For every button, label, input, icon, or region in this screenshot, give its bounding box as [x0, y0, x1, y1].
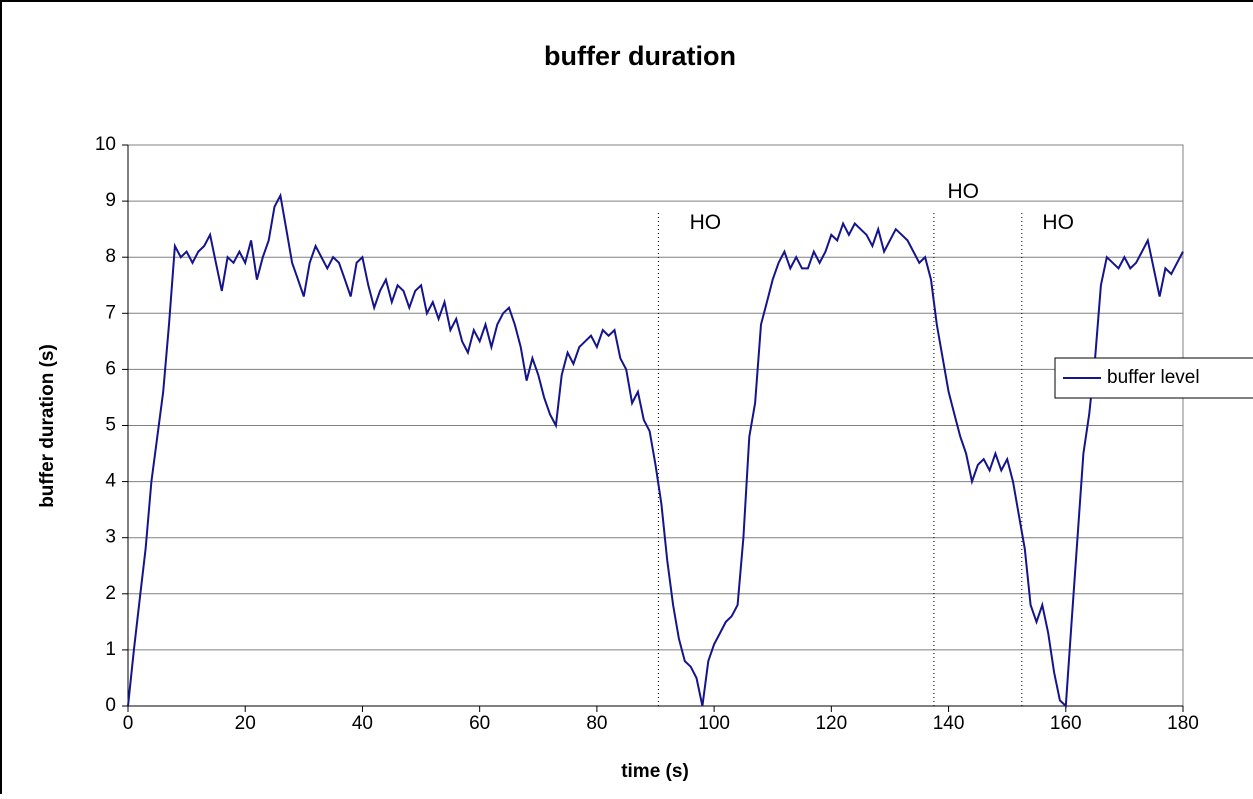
x-tick-label: 160: [1050, 713, 1082, 734]
y-tick-label: 6: [105, 358, 116, 379]
legend-label: buffer level: [1107, 367, 1200, 388]
data-line: [127, 192, 1184, 709]
y-axis-label: buffer duration (s): [37, 344, 58, 508]
y-tick-label: 10: [95, 134, 116, 155]
x-tick-label: 80: [586, 713, 607, 734]
x-tick-label: 120: [815, 713, 847, 734]
y-tick-label: 7: [105, 302, 116, 323]
annotation-label: HO: [690, 211, 722, 234]
y-tick-label: 1: [105, 639, 116, 660]
y-tick-label: 2: [105, 583, 116, 604]
x-tick-label: 0: [123, 713, 134, 734]
x-tick-label: 60: [469, 713, 490, 734]
x-tick-label: 140: [933, 713, 965, 734]
annotation-label: HO: [947, 180, 979, 203]
x-tick-label: 180: [1167, 713, 1199, 734]
annotation-label: HO: [1042, 211, 1074, 234]
y-tick-label: 4: [105, 471, 116, 492]
x-tick-label: 20: [235, 713, 256, 734]
x-axis-label: time (s): [621, 761, 689, 782]
x-tick-label: 100: [698, 713, 730, 734]
y-tick-label: 3: [105, 527, 116, 548]
y-tick-label: 8: [105, 246, 116, 267]
x-tick-label: 40: [352, 713, 373, 734]
y-tick-label: 5: [105, 415, 116, 436]
y-tick-label: 0: [105, 695, 116, 716]
chart-title: buffer duration: [544, 41, 736, 71]
y-tick-label: 9: [105, 190, 116, 211]
